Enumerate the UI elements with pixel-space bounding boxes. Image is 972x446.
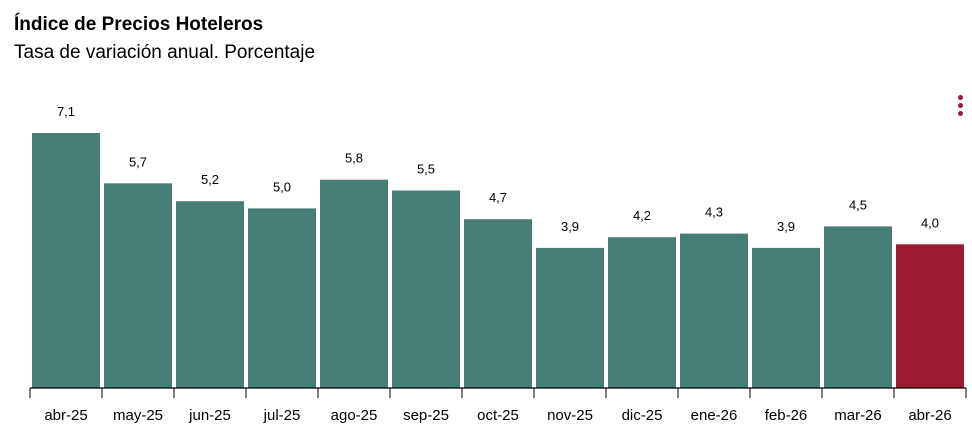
- tick-label: abr-25: [44, 407, 87, 424]
- value-label: 5,8: [345, 151, 363, 166]
- bars-group: [32, 133, 964, 388]
- tick-label: may-25: [113, 407, 163, 424]
- bar-oct-25[interactable]: [464, 219, 532, 388]
- bar-abr-25[interactable]: [32, 133, 100, 388]
- value-label: 4,3: [705, 205, 723, 220]
- bar-ago-25[interactable]: [320, 179, 388, 388]
- value-label: 5,5: [417, 162, 435, 177]
- tick-label: nov-25: [547, 407, 593, 424]
- tick-label: sep-25: [403, 407, 449, 424]
- bar-dic-25[interactable]: [608, 237, 676, 388]
- bar-feb-26[interactable]: [752, 247, 820, 388]
- value-label: 5,7: [129, 154, 147, 169]
- tick-label: abr-26: [908, 407, 951, 424]
- bar-may-25[interactable]: [104, 183, 172, 388]
- value-label: 3,9: [777, 219, 795, 234]
- tick-label: jul-25: [263, 407, 301, 424]
- value-label: 4,5: [849, 197, 867, 212]
- value-label: 7,1: [57, 104, 75, 119]
- bar-jun-25[interactable]: [176, 201, 244, 388]
- value-label: 5,2: [201, 172, 219, 187]
- bar-abr-26[interactable]: [896, 244, 964, 388]
- tick-label: ene-26: [691, 407, 738, 424]
- tick-label: oct-25: [477, 407, 519, 424]
- bar-ene-26[interactable]: [680, 233, 748, 388]
- chart-title: Índice de Precios Hoteleros: [14, 14, 264, 35]
- x-axis: abr-25 may-25 jun-25 jul-25 ago-25 sep-25 oct-…: [29, 387, 967, 424]
- bar-sep-25[interactable]: [392, 190, 460, 389]
- value-label: 4,2: [633, 208, 651, 223]
- value-label: 4,7: [489, 190, 507, 205]
- value-label: 4,0: [921, 215, 939, 230]
- tick-label: feb-26: [765, 407, 808, 424]
- bar-nov-25[interactable]: [536, 247, 604, 388]
- more-vertical-icon[interactable]: [956, 95, 966, 117]
- value-label: 3,9: [561, 219, 579, 234]
- bar-mar-26[interactable]: [824, 226, 892, 388]
- tick-label: jun-25: [188, 407, 231, 424]
- chart-subtitle: Tasa de variación anual. Porcentaje: [14, 42, 316, 63]
- tick-label: mar-26: [834, 407, 882, 424]
- bar-jul-25[interactable]: [248, 208, 316, 388]
- value-label: 5,0: [273, 179, 291, 194]
- value-labels-group: 7,1 5,7 5,2 5,0 5,8 5,5 4,7 3,9 4,2 4,3 3,9 4,5 4,0: [57, 104, 939, 234]
- tick-label: ago-25: [331, 407, 378, 424]
- tick-label: dic-25: [622, 407, 663, 424]
